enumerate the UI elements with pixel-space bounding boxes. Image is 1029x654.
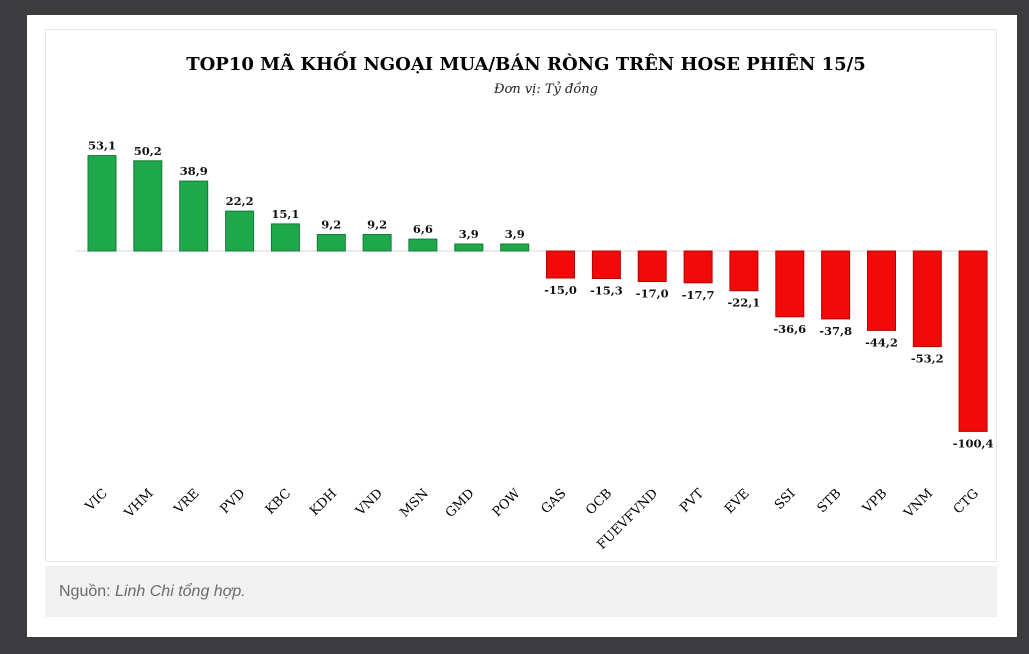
data-label-pow: 3,9 — [505, 227, 525, 241]
source-caption: Nguồn: Linh Chi tổng hợp. — [45, 566, 997, 617]
x-tick-labels-group: VIC VHM VRE PVD KBC KDH VND MSN GMD POW GAS OCBFUEV… — [82, 486, 982, 553]
caption-source: Linh Chi tổng hợp. — [115, 583, 246, 600]
bar-kdh — [316, 234, 346, 252]
bar-msn — [408, 238, 438, 252]
bar-ocb — [591, 250, 621, 279]
bar-vnd — [362, 234, 392, 252]
bars-group — [87, 155, 988, 432]
bar-kbc — [270, 223, 300, 252]
data-label-ssi: -36,6 — [773, 322, 806, 336]
chart-subtitle: Đơn vị: Tỷ đồng — [493, 81, 598, 97]
x-tick-label-ssi: SSI — [772, 486, 799, 513]
data-label-gmd: 3,9 — [459, 227, 479, 241]
x-tick-label-kbc: KBC — [263, 486, 294, 517]
data-label-vnd: 9,2 — [367, 218, 387, 232]
data-label-msn: 6,6 — [413, 222, 433, 236]
x-tick-label-pvt: PVT — [677, 486, 707, 516]
article-figure: TOP10 MÃ KHỐI NGOẠI MUA/BÁN RÒNG TRÊN HO… — [27, 15, 1017, 637]
bar-vre — [179, 180, 209, 252]
data-label-vnm: -53,2 — [911, 352, 944, 366]
bar-gmd — [454, 243, 484, 252]
bar-vpb — [867, 250, 896, 331]
bar-ctg — [958, 250, 988, 432]
data-label-kbc: 15,1 — [271, 207, 299, 221]
x-tick-label-vpb: VPB — [859, 486, 890, 517]
x-tick-label-ctg: CTG — [951, 486, 982, 517]
bar-pvt — [683, 250, 713, 284]
x-tick-label-pvd: PVD — [218, 486, 249, 517]
data-label-ctg: -100,4 — [953, 436, 994, 450]
x-tick-label-gas: GAS — [538, 486, 569, 517]
x-tick-label-ocb: OCB — [583, 486, 615, 518]
bar-pow — [500, 243, 530, 252]
data-label-vhm: 50,2 — [134, 144, 162, 158]
x-tick-label-vnd: VND — [353, 486, 386, 519]
chart-container: TOP10 MÃ KHỐI NGOẠI MUA/BÁN RÒNG TRÊN HO… — [45, 29, 997, 562]
data-label-ocb: -15,3 — [590, 284, 623, 298]
caption-prefix: Nguồn: — [59, 583, 116, 600]
data-label-vic: 53,1 — [88, 139, 116, 153]
data-label-gas: -15,0 — [544, 283, 577, 297]
bar-eve — [729, 250, 759, 292]
data-label-stb: -37,8 — [819, 324, 852, 338]
bar-stb — [821, 250, 851, 320]
bar-vhm — [133, 160, 163, 252]
data-label-vre: 38,9 — [180, 164, 208, 178]
data-label-fuevfvnd: -17,0 — [636, 287, 669, 301]
x-tick-label-pow: POW — [490, 486, 524, 520]
bar-fuevfvnd — [637, 250, 667, 282]
data-labels-group: 53,1 50,2 38,9 22,2 15,1 9,2 9,2 6,6 3,9 3,9 -15,0… — [88, 139, 994, 451]
x-tick-label-msn: MSN — [397, 486, 431, 520]
data-label-kdh: 9,2 — [321, 218, 341, 232]
bar-pvd — [225, 210, 255, 252]
bar-gas — [546, 250, 575, 279]
x-tick-label-stb: STB — [815, 486, 845, 516]
data-label-vpb: -44,2 — [865, 335, 898, 349]
x-tick-label-vre: VRE — [171, 486, 203, 518]
x-tick-label-eve: EVE — [722, 486, 753, 517]
bar-vic — [87, 155, 117, 252]
x-tick-label-vnm: VNM — [901, 486, 936, 521]
data-label-eve: -22,1 — [728, 296, 761, 310]
bar-chart: TOP10 MÃ KHỐI NGOẠI MUA/BÁN RÒNG TRÊN HO… — [76, 50, 994, 553]
x-tick-label-gmd: GMD — [443, 486, 478, 521]
data-label-pvd: 22,2 — [226, 194, 254, 208]
bar-vnm — [912, 250, 942, 348]
x-tick-label-vic: VIC — [82, 486, 111, 515]
chart-title: TOP10 MÃ KHỐI NGOẠI MUA/BÁN RÒNG TRÊN HO… — [186, 50, 866, 75]
data-label-pvt: -17,7 — [682, 288, 715, 302]
x-tick-label-kdh: KDH — [307, 486, 340, 519]
x-tick-label-vhm: VHM — [121, 486, 156, 521]
bar-ssi — [775, 250, 805, 318]
